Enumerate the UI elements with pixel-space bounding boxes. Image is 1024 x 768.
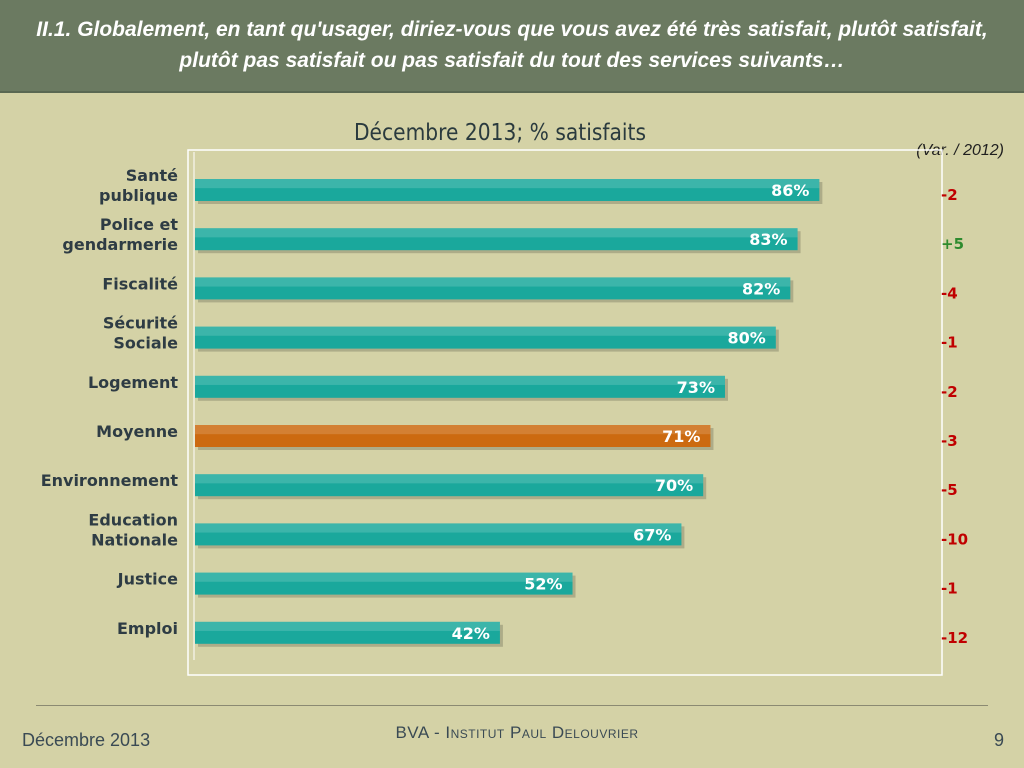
- bar: [195, 277, 791, 300]
- bar-value-label: 52%: [524, 575, 562, 594]
- bar: [195, 474, 704, 497]
- variation-value: -2: [941, 186, 958, 204]
- category-label: Environnement: [41, 471, 179, 490]
- bar-value-label: 82%: [742, 279, 780, 298]
- variation-value: -1: [941, 334, 958, 352]
- bar: [195, 326, 776, 349]
- plot-frame: [187, 149, 943, 676]
- bar-value-label: 70%: [655, 476, 693, 495]
- bar: [195, 572, 573, 595]
- variation-value: -5: [941, 481, 958, 499]
- category-label: Fiscalité: [102, 274, 178, 293]
- category-label-line: Education: [88, 510, 178, 529]
- bar: [195, 621, 500, 644]
- variation-value: -12: [941, 629, 968, 647]
- bar-sheen: [195, 228, 798, 238]
- category-label: Emploi: [117, 619, 178, 638]
- bar-value-label: 71%: [662, 427, 700, 446]
- footer-organization: BVA - Institut Paul Delouvrier: [395, 723, 639, 742]
- slide-header: II.1. Globalement, en tant qu'usager, di…: [0, 0, 1024, 93]
- category-label-line: Police et: [100, 215, 178, 234]
- bar: [195, 228, 798, 251]
- category-label-line: Emploi: [117, 619, 178, 638]
- variation-value: -2: [941, 383, 958, 401]
- category-label-line: gendarmerie: [62, 235, 178, 254]
- variation-value: +5: [941, 235, 964, 253]
- variation-column-label: (Var. / 2012): [916, 142, 1004, 159]
- bar-value-label: 42%: [452, 624, 490, 643]
- bar: [195, 523, 682, 546]
- bar-sheen: [195, 523, 682, 533]
- category-label-line: Moyenne: [96, 422, 178, 441]
- category-label: Justice: [117, 570, 178, 589]
- bar-sheen: [195, 425, 711, 435]
- variation-value: -4: [941, 284, 958, 302]
- category-label-line: Environnement: [41, 471, 179, 490]
- variation-value: -10: [941, 530, 968, 548]
- bar-sheen: [195, 474, 704, 484]
- bar-value-label: 83%: [749, 230, 787, 249]
- bar-sheen: [195, 326, 776, 336]
- bar-value-label: 86%: [771, 181, 809, 200]
- bar-sheen: [195, 277, 791, 287]
- category-label-line: Sociale: [113, 334, 178, 353]
- category-label-line: Justice: [117, 570, 178, 589]
- slide-title: II.1. Globalement, en tant qu'usager, di…: [36, 18, 988, 72]
- bar-value-label: 73%: [677, 378, 715, 397]
- category-label-line: Nationale: [91, 530, 178, 549]
- bar-sheen: [195, 179, 820, 189]
- variation-value: -3: [941, 432, 958, 450]
- variation-value: -1: [941, 580, 958, 598]
- footer-date: Décembre 2013: [22, 730, 151, 750]
- bar-sheen: [195, 375, 725, 385]
- category-label-line: Santé: [126, 166, 178, 185]
- category-label-line: Fiscalité: [102, 274, 178, 293]
- category-label: Moyenne: [96, 422, 178, 441]
- bar: [195, 179, 820, 201]
- page-number: 9: [993, 730, 1004, 750]
- category-label-line: publique: [99, 186, 178, 205]
- category-label-line: Sécurité: [103, 314, 178, 333]
- bar: [195, 425, 711, 447]
- bar-value-label: 80%: [728, 329, 766, 348]
- footer-divider: [36, 705, 988, 706]
- bar-sheen: [195, 572, 573, 582]
- category-label-line: Logement: [88, 373, 178, 392]
- bar-sheen: [195, 621, 500, 631]
- bar: [195, 375, 725, 398]
- category-label: Logement: [88, 373, 178, 392]
- chart-subtitle: Décembre 2013; % satisfaits: [353, 120, 647, 146]
- bar-value-label: 67%: [633, 525, 671, 544]
